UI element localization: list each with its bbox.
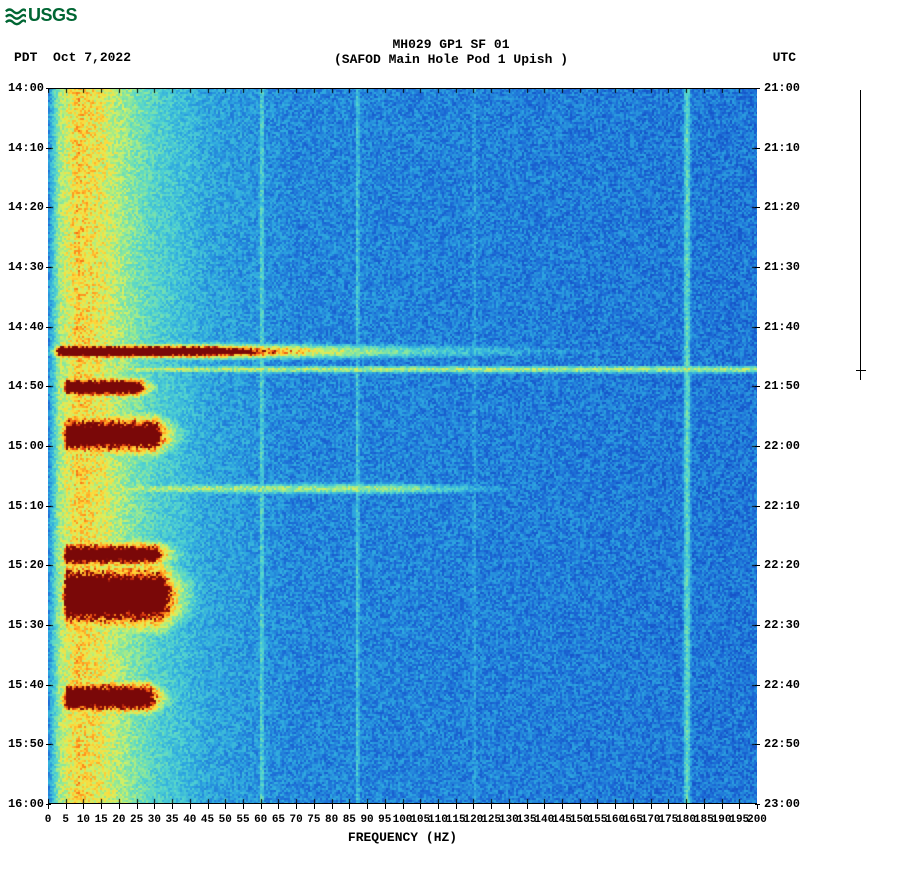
y-right-tick: 21:50 (760, 379, 812, 393)
y-right-tick: 22:40 (760, 678, 812, 692)
x-tick: 35 (165, 814, 178, 826)
spectrogram-canvas (48, 88, 757, 804)
y-right-tick: 21:10 (760, 141, 812, 155)
y-left-tick: 14:40 (0, 320, 44, 334)
right-scale-line (860, 90, 861, 380)
y-right-tick: 22:00 (760, 439, 812, 453)
y-left-tick: 14:00 (0, 81, 44, 95)
y-left-tick: 14:30 (0, 260, 44, 274)
y-right-tick: 21:40 (760, 320, 812, 334)
usgs-logo-text: USGS (28, 5, 77, 26)
chart-title: MH029 GP1 SF 01 (SAFOD Main Hole Pod 1 U… (0, 38, 902, 68)
y-right-tick: 22:50 (760, 737, 812, 751)
x-tick: 55 (236, 814, 249, 826)
y-right-tick: 22:30 (760, 618, 812, 632)
x-tick: 40 (183, 814, 196, 826)
x-tick: 5 (62, 814, 69, 826)
x-tick: 60 (254, 814, 267, 826)
y-left-tick: 15:30 (0, 618, 44, 632)
y-left-tick: 15:40 (0, 678, 44, 692)
x-tick: 20 (112, 814, 125, 826)
left-tz: PDT (14, 50, 37, 65)
x-tick: 10 (77, 814, 90, 826)
y-right-tick: 23:00 (760, 797, 812, 811)
title-line2: (SAFOD Main Hole Pod 1 Upish ) (0, 53, 902, 68)
x-tick: 70 (290, 814, 303, 826)
y-left-tick: 15:50 (0, 737, 44, 751)
y-left-tick: 15:00 (0, 439, 44, 453)
y-axis-right: 21:0021:1021:2021:3021:4021:5022:0022:10… (760, 88, 808, 804)
y-right-tick: 22:10 (760, 499, 812, 513)
x-tick: 50 (219, 814, 232, 826)
header-left: PDT Oct 7,2022 (14, 50, 131, 65)
x-tick: 15 (95, 814, 108, 826)
x-tick: 45 (201, 814, 214, 826)
y-left-tick: 14:20 (0, 200, 44, 214)
left-date: Oct 7,2022 (53, 50, 131, 65)
x-tick: 95 (378, 814, 391, 826)
y-left-tick: 14:10 (0, 141, 44, 155)
y-left-tick: 15:10 (0, 499, 44, 513)
x-tick: 200 (747, 814, 767, 826)
y-axis-left: 14:0014:1014:2014:3014:4014:5015:0015:10… (0, 88, 48, 804)
x-tick: 80 (325, 814, 338, 826)
usgs-logo: USGS (4, 4, 77, 26)
x-tick: 65 (272, 814, 285, 826)
y-right-tick: 22:20 (760, 558, 812, 572)
x-axis-label: FREQUENCY (HZ) (48, 830, 757, 845)
y-right-tick: 21:20 (760, 200, 812, 214)
header-right: UTC (773, 50, 796, 65)
y-right-tick: 21:30 (760, 260, 812, 274)
x-tick: 30 (148, 814, 161, 826)
x-tick: 75 (307, 814, 320, 826)
title-line1: MH029 GP1 SF 01 (0, 38, 902, 53)
y-right-tick: 21:00 (760, 81, 812, 95)
y-left-tick: 14:50 (0, 379, 44, 393)
right-tz: UTC (773, 50, 796, 65)
x-tick: 25 (130, 814, 143, 826)
x-tick: 85 (343, 814, 356, 826)
y-left-tick: 16:00 (0, 797, 44, 811)
usgs-wave-icon (4, 4, 26, 26)
x-tick: 0 (45, 814, 52, 826)
right-scale-tick (856, 370, 866, 371)
x-tick: 90 (360, 814, 373, 826)
y-left-tick: 15:20 (0, 558, 44, 572)
spectrogram-plot (48, 88, 757, 804)
